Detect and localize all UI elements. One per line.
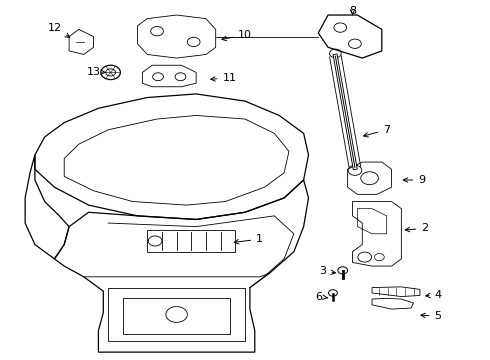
Text: 3: 3 [319,266,336,276]
Text: 13: 13 [87,67,106,77]
Text: 1: 1 [234,234,263,244]
Text: 5: 5 [421,311,441,321]
Text: 4: 4 [426,290,441,300]
Text: 7: 7 [364,125,390,137]
Text: 9: 9 [403,175,425,185]
Text: 2: 2 [405,224,428,233]
Text: 6: 6 [315,292,327,302]
Text: 12: 12 [48,23,70,37]
Text: 8: 8 [349,6,356,17]
Text: 11: 11 [211,73,236,83]
Text: 10: 10 [222,30,252,41]
